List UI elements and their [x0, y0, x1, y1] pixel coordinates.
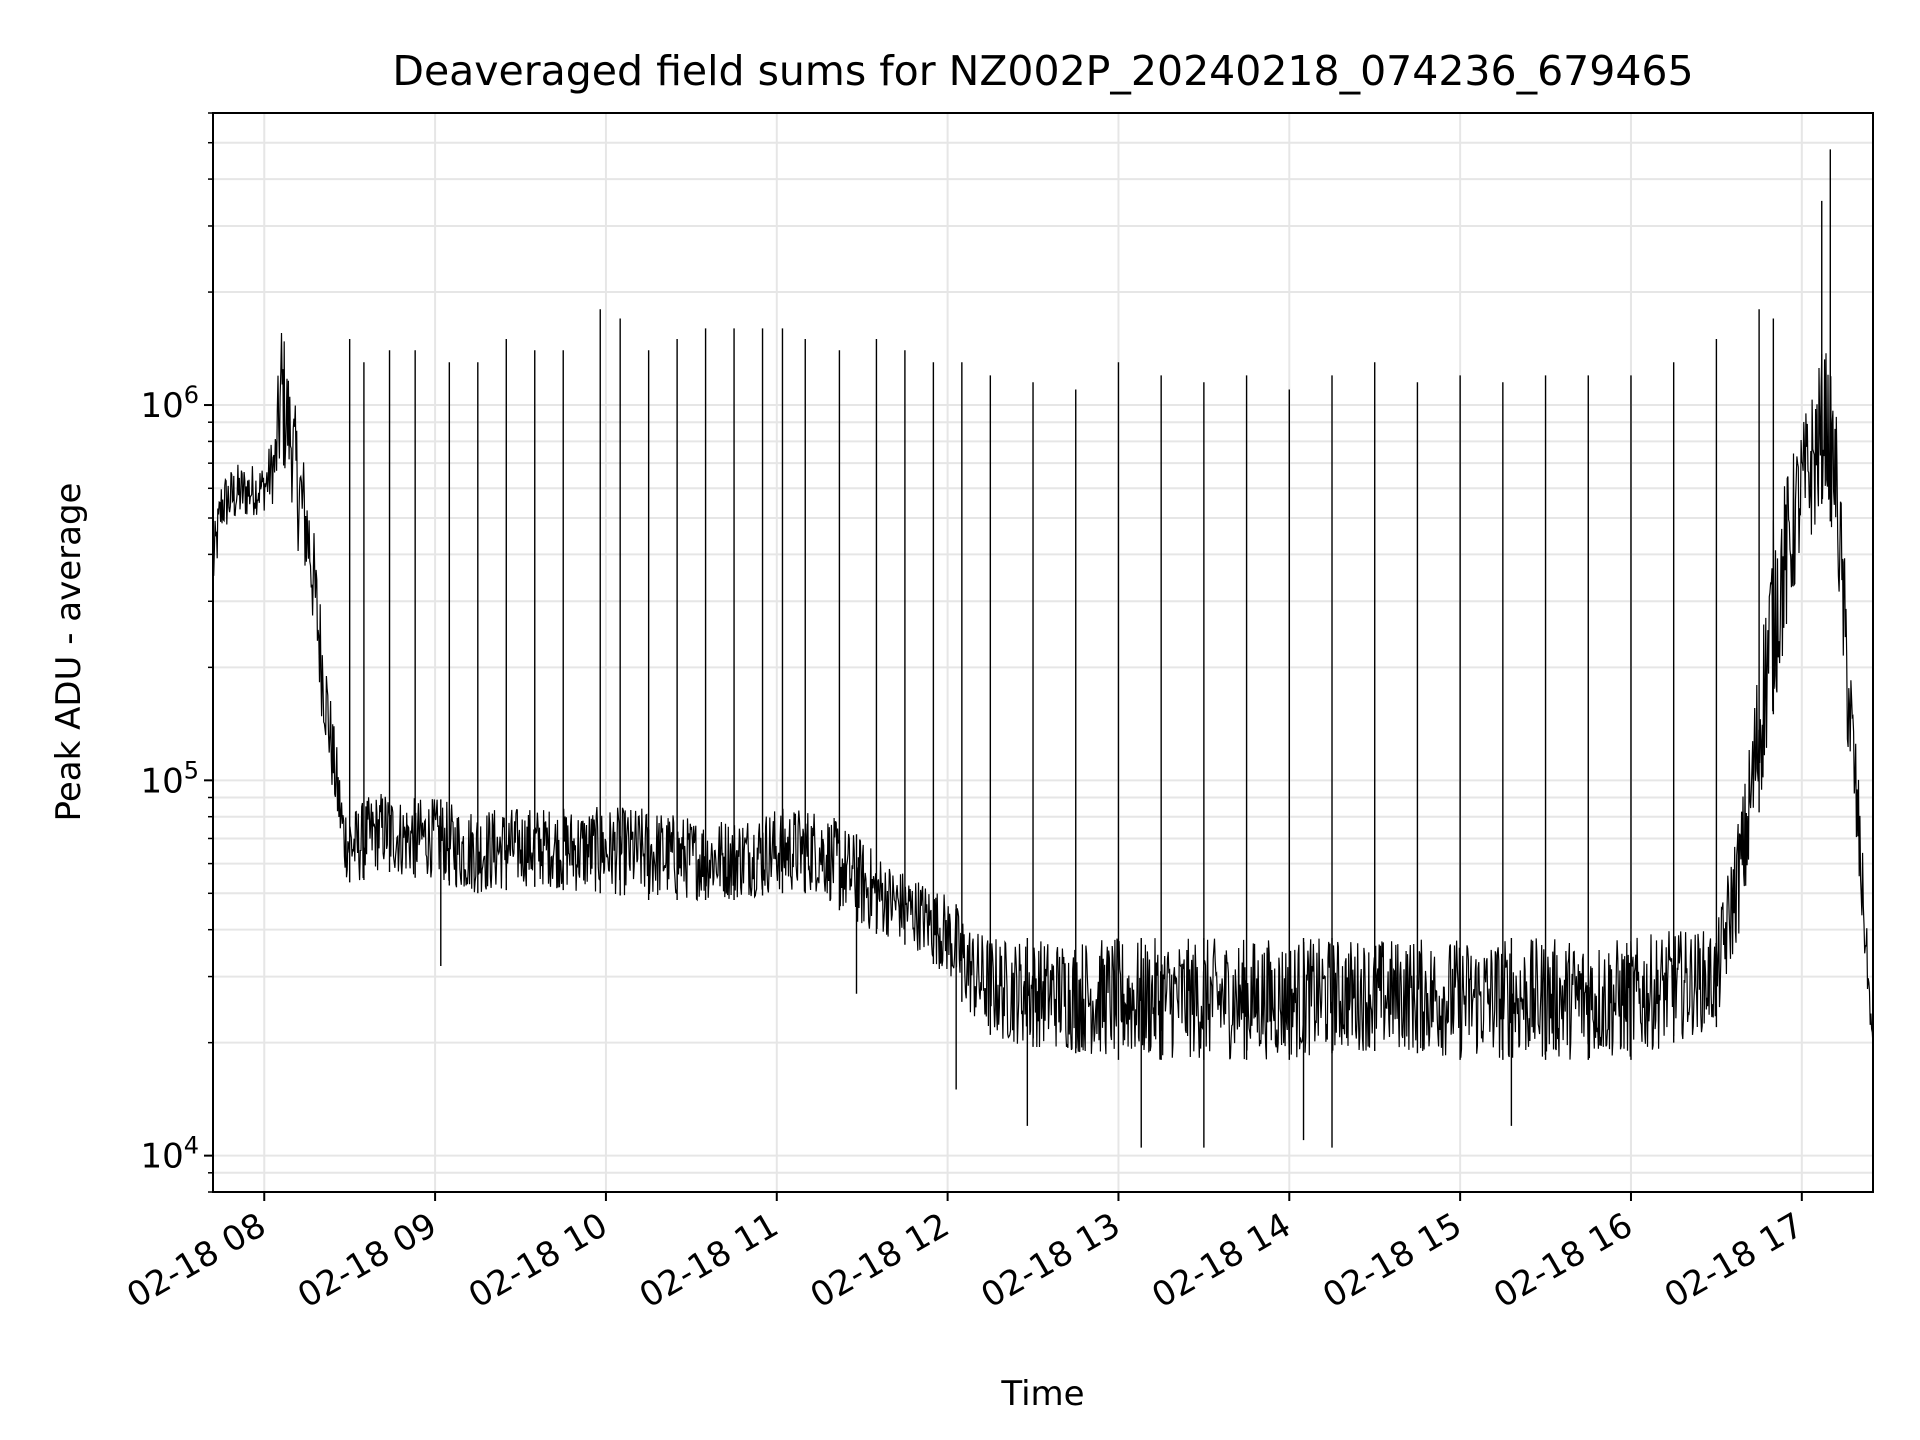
x-tick-label: 02-18 10 [462, 1205, 614, 1316]
x-axis-label: Time [1000, 1374, 1084, 1414]
y-tick-label: 104 [140, 1132, 199, 1177]
x-tick-label: 02-18 17 [1658, 1205, 1810, 1316]
x-tick-label: 02-18 16 [1487, 1205, 1639, 1316]
x-tick-label: 02-18 15 [1316, 1205, 1468, 1316]
data-series [212, 149, 1874, 1148]
x-tick-label: 02-18 11 [633, 1205, 785, 1316]
y-tick-label: 106 [140, 381, 199, 426]
x-tick-label: 02-18 13 [975, 1205, 1127, 1316]
y-axis-label: Peak ADU - average [49, 483, 89, 822]
chart-title: Deaveraged field sums for NZ002P_2024021… [392, 47, 1693, 95]
y-tick-label: 105 [140, 756, 199, 801]
x-tick-label: 02-18 14 [1145, 1205, 1297, 1316]
x-tick-label: 02-18 12 [804, 1205, 956, 1316]
series-line [212, 332, 1874, 1060]
plot-frame [212, 112, 1874, 1193]
x-tick-label: 02-18 08 [120, 1205, 272, 1316]
x-tick-label: 02-18 09 [291, 1205, 443, 1316]
